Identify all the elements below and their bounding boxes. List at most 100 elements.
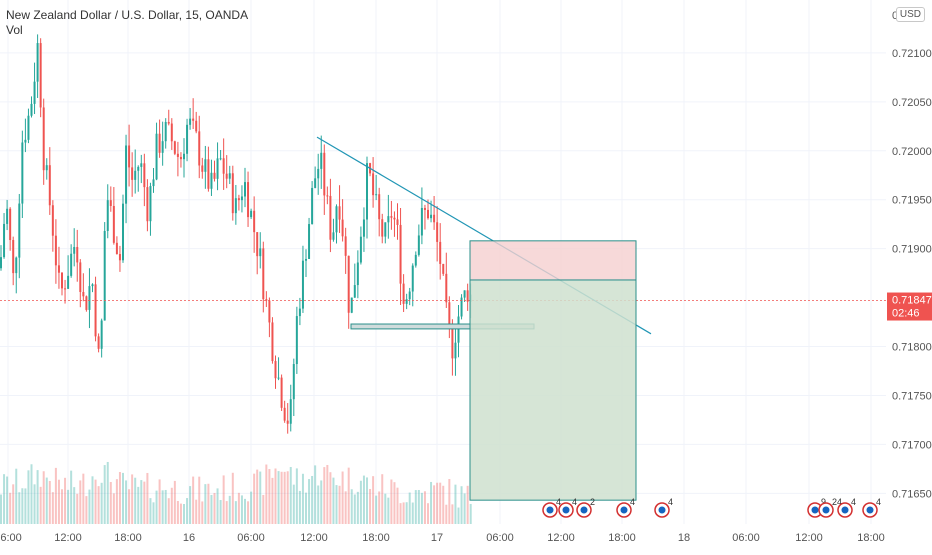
candle-body [317,168,320,179]
volume-bar [381,474,384,524]
candle-body [94,284,97,337]
volume-bar [176,500,179,524]
volume-bar [70,470,73,524]
event-count: 4 [572,497,577,507]
candle-body [183,153,185,160]
volume-bar [411,502,414,524]
last-price-value: 0.71847 [892,295,932,307]
event-marker-layer: 4 4 2 4 4 9 24 4 4 [542,497,881,518]
volume-bar [451,504,454,524]
candle-body [140,163,143,167]
candle-body [347,255,350,313]
volume-bar [82,473,85,524]
volume-bar [448,479,451,524]
volume-bar [192,476,195,524]
price-tick-label-partial: 0 [892,10,898,22]
candle-body [457,316,460,343]
candle-body [225,173,228,179]
candle-body [286,420,289,424]
flag-icon-center [822,506,830,514]
volume-bar [265,464,268,524]
candle-body [33,81,36,104]
flag-icon-center [841,506,849,514]
candle-body [237,198,240,201]
candle-body [274,361,277,379]
event-count: 4 [876,497,881,507]
volume-bar [308,479,311,524]
candle-body [97,336,100,349]
candle-body [277,377,280,379]
volume-bar [85,496,88,524]
candle-body [329,195,332,240]
volume-bar [21,488,24,524]
candle-body [115,242,118,255]
candle-body [399,224,402,284]
candle-body [21,142,24,204]
flag-icon-center [546,506,554,514]
volume-label[interactable]: Vol [6,23,23,37]
candle-body [91,284,94,287]
volume-bar [131,474,134,524]
candle-body [390,216,393,218]
volume-bar [115,479,118,524]
event-count: 4 [556,497,561,507]
volume-bar [204,484,207,524]
volume-bar [314,465,317,524]
candle-body [207,159,210,189]
candle-body [143,163,146,188]
candle-body [423,207,426,210]
volume-bar [155,490,158,524]
time-tick-label: 06:00 [486,532,514,544]
volume-bar [256,469,259,524]
volume-bar [283,471,286,524]
candle-body [88,286,91,310]
volume-bar [152,502,155,524]
volume-bar [384,493,387,524]
currency-badge[interactable]: USD [895,7,925,22]
time-tick-label: 06:00 [0,532,22,544]
candle-body [414,254,417,266]
candle-body [149,186,152,222]
volume-bar [15,468,18,524]
volume-bar [45,477,48,524]
flag-icon-center [658,506,666,514]
time-tick-label: 17 [431,532,443,544]
price-tick-label: 0.71650 [892,488,932,500]
volume-bar [335,485,338,524]
candle-body [372,173,375,196]
volume-bar [253,473,256,524]
volume-bar [295,468,298,524]
price-tick-label: 0.71950 [892,195,932,207]
volume-bar [366,477,368,524]
candle-body [12,240,15,274]
volume-bar [469,503,472,524]
volume-bar [353,494,356,524]
volume-bar [36,470,39,524]
candle-body [427,209,429,219]
candle-layer [0,34,472,434]
symbol-title[interactable]: New Zealand Dollar / U.S. Dollar, 15, OA… [6,8,249,22]
candle-body [433,214,436,223]
volume-bar [118,472,121,524]
candle-body [0,257,2,269]
price-countdown: 02:46 [892,308,920,320]
candle-body [30,103,33,116]
volume-bar [433,485,436,524]
event-marker: 4 [558,497,577,518]
candle-body [244,182,246,197]
candle-body [51,205,54,236]
volume-bar [301,473,304,524]
candle-body [122,203,124,261]
flag-icon-center [562,506,570,514]
candle-body [396,219,399,225]
volume-bar [158,479,161,524]
volume-bar [271,477,274,524]
volume-bar [350,489,353,524]
volume-bar [24,488,27,524]
candle-body [3,223,6,258]
volume-bar [109,482,112,524]
volume-bar [48,480,51,524]
candle-body [341,219,344,237]
